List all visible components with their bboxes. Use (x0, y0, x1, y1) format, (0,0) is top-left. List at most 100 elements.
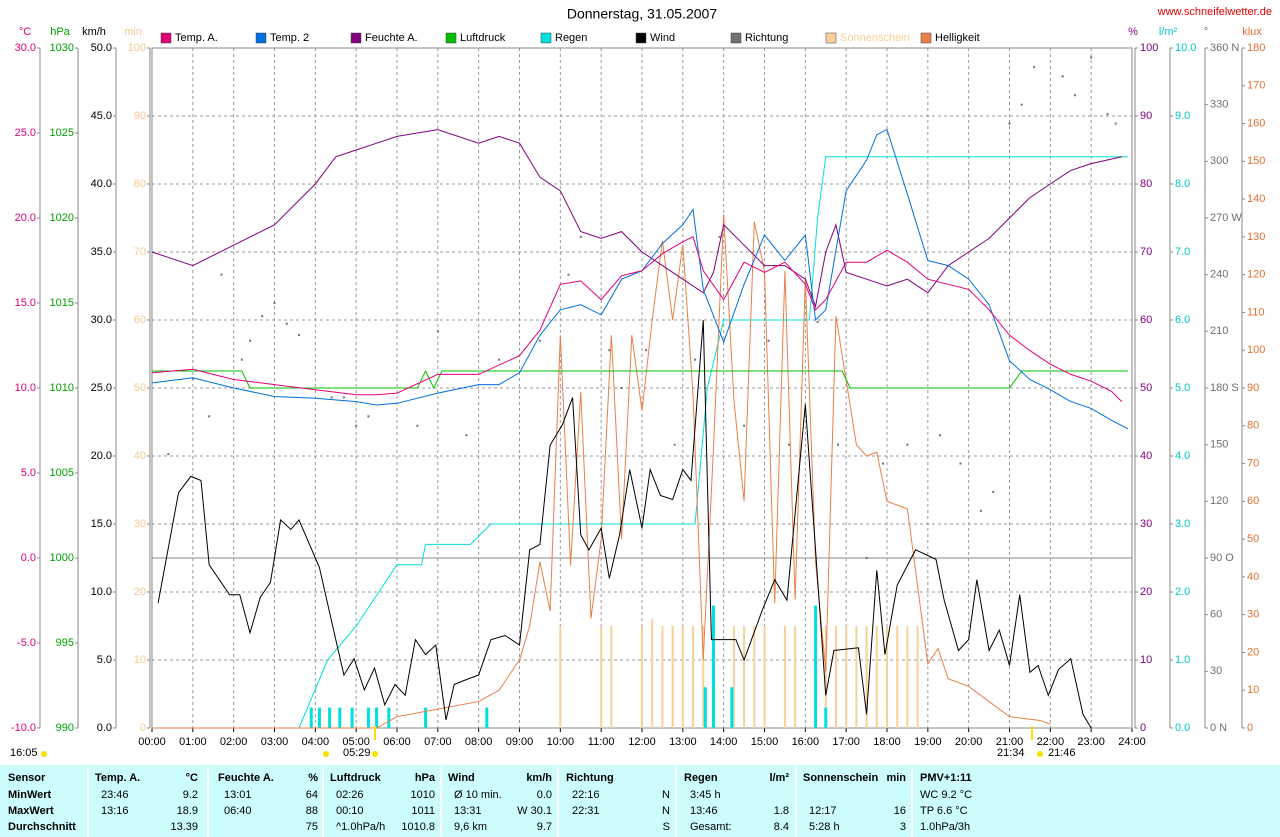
table-background (0, 765, 1280, 837)
y-tick-label: 70 (134, 246, 146, 258)
bar (711, 605, 715, 728)
bar (559, 626, 562, 728)
table-cell: 9.2 (183, 789, 198, 801)
y-tick-label: 30.0 (15, 42, 36, 54)
table-cell: 22:16 (572, 789, 600, 801)
legend-swatch (920, 32, 932, 44)
series-line (152, 156, 1128, 729)
legend-label: Luftdruck (460, 32, 506, 44)
series-line (152, 369, 1128, 390)
x-tick-label: 15:00 (751, 736, 779, 748)
dot (959, 462, 962, 465)
y-tick-label: 0 (140, 722, 146, 734)
x-tick-label: 20:00 (955, 736, 983, 748)
dot (240, 358, 243, 361)
table-cell: MaxWert (8, 805, 54, 817)
bar (794, 626, 797, 728)
x-tick-label: 01:00 (179, 736, 207, 748)
x-tick-label: 11:00 (588, 736, 615, 748)
bar (886, 626, 888, 728)
dot (1020, 103, 1023, 106)
bar (424, 707, 428, 728)
x-tick-label: 08:00 (465, 736, 493, 748)
y-tick-label: 0 N (1210, 722, 1227, 734)
dot (330, 396, 333, 399)
series-line (152, 214, 1051, 729)
bar (743, 626, 746, 728)
y-tick-label: 80 (134, 178, 146, 190)
y-tick-label: 4.0 (1175, 450, 1190, 462)
axis-unit: °C (19, 26, 31, 38)
y-tick-label: 9.0 (1175, 110, 1190, 122)
bar (824, 707, 828, 728)
y-tick-label: 60 (134, 314, 146, 326)
bar (366, 707, 370, 728)
x-tick-label: 10:00 (547, 736, 575, 748)
dot (1090, 56, 1093, 59)
y-tick-label: 10 (1247, 684, 1259, 696)
x-tick-label: 03:00 (261, 736, 289, 748)
y-tick-label: 30 (1140, 518, 1152, 530)
dot (608, 349, 611, 352)
table-cell: TP 6.6 °C (920, 805, 968, 817)
table-cell: 75 (306, 821, 318, 833)
dot (939, 434, 942, 437)
event-time: 16:05 (10, 747, 38, 759)
legend-swatch (350, 32, 362, 44)
event-time: 21:46 (1048, 747, 1076, 759)
dot (1061, 75, 1064, 78)
table-cell: 1010.8 (401, 821, 435, 833)
bar (692, 626, 695, 728)
x-tick-label: 02:00 (220, 736, 248, 748)
y-tick-label: 330 (1210, 99, 1228, 111)
dot (992, 490, 995, 493)
axis-unit: l/m² (1159, 26, 1178, 38)
table-cell: 9.7 (537, 821, 552, 833)
dot (538, 339, 541, 342)
bar (317, 707, 321, 728)
table-cell: 06:40 (224, 805, 252, 817)
dot (367, 415, 370, 418)
bar (387, 707, 391, 728)
bar (865, 626, 868, 728)
table-cell: 13:46 (690, 805, 718, 817)
y-tick-label: 140 (1247, 193, 1265, 205)
bar (703, 687, 707, 728)
y-tick-label: 30 (1210, 665, 1222, 677)
y-tick-label: -10.0 (11, 722, 36, 734)
axis-unit: hPa (50, 26, 70, 38)
bar (661, 626, 664, 728)
bar (641, 626, 643, 728)
dot (498, 358, 501, 361)
y-tick-label: 60 (1210, 609, 1222, 621)
x-tick-label: 00:00 (138, 736, 166, 748)
bar (814, 605, 818, 728)
y-tick-label: 70 (1247, 457, 1259, 469)
y-tick-label: 1000 (50, 552, 74, 564)
x-tick-label: 23:00 (1077, 736, 1105, 748)
axis-unit: ° (1204, 26, 1208, 38)
table-cell: 8.4 (774, 821, 789, 833)
table-cell: 02:26 (336, 789, 364, 801)
y-tick-label: 0 (1247, 722, 1253, 734)
dot (767, 339, 770, 342)
y-tick-label: 90 O (1210, 552, 1234, 564)
y-tick-label: 60 (1140, 314, 1152, 326)
y-tick-label: 180 S (1210, 382, 1239, 394)
table-unit: % (308, 772, 318, 784)
bar (763, 626, 766, 728)
y-tick-label: 5.0 (1175, 382, 1190, 394)
table-cell: 0.0 (537, 789, 552, 801)
dot (342, 396, 345, 399)
axis-unit: min (124, 26, 142, 38)
legend-swatch (635, 32, 647, 44)
legend-swatch (730, 32, 742, 44)
y-tick-label: 8.0 (1175, 178, 1190, 190)
table-cell: Gesamt: (690, 821, 732, 833)
axis-unit: % (1128, 26, 1138, 38)
dot (208, 415, 211, 418)
y-tick-label: 1015 (50, 297, 74, 309)
y-tick-label: 30 (1247, 609, 1259, 621)
